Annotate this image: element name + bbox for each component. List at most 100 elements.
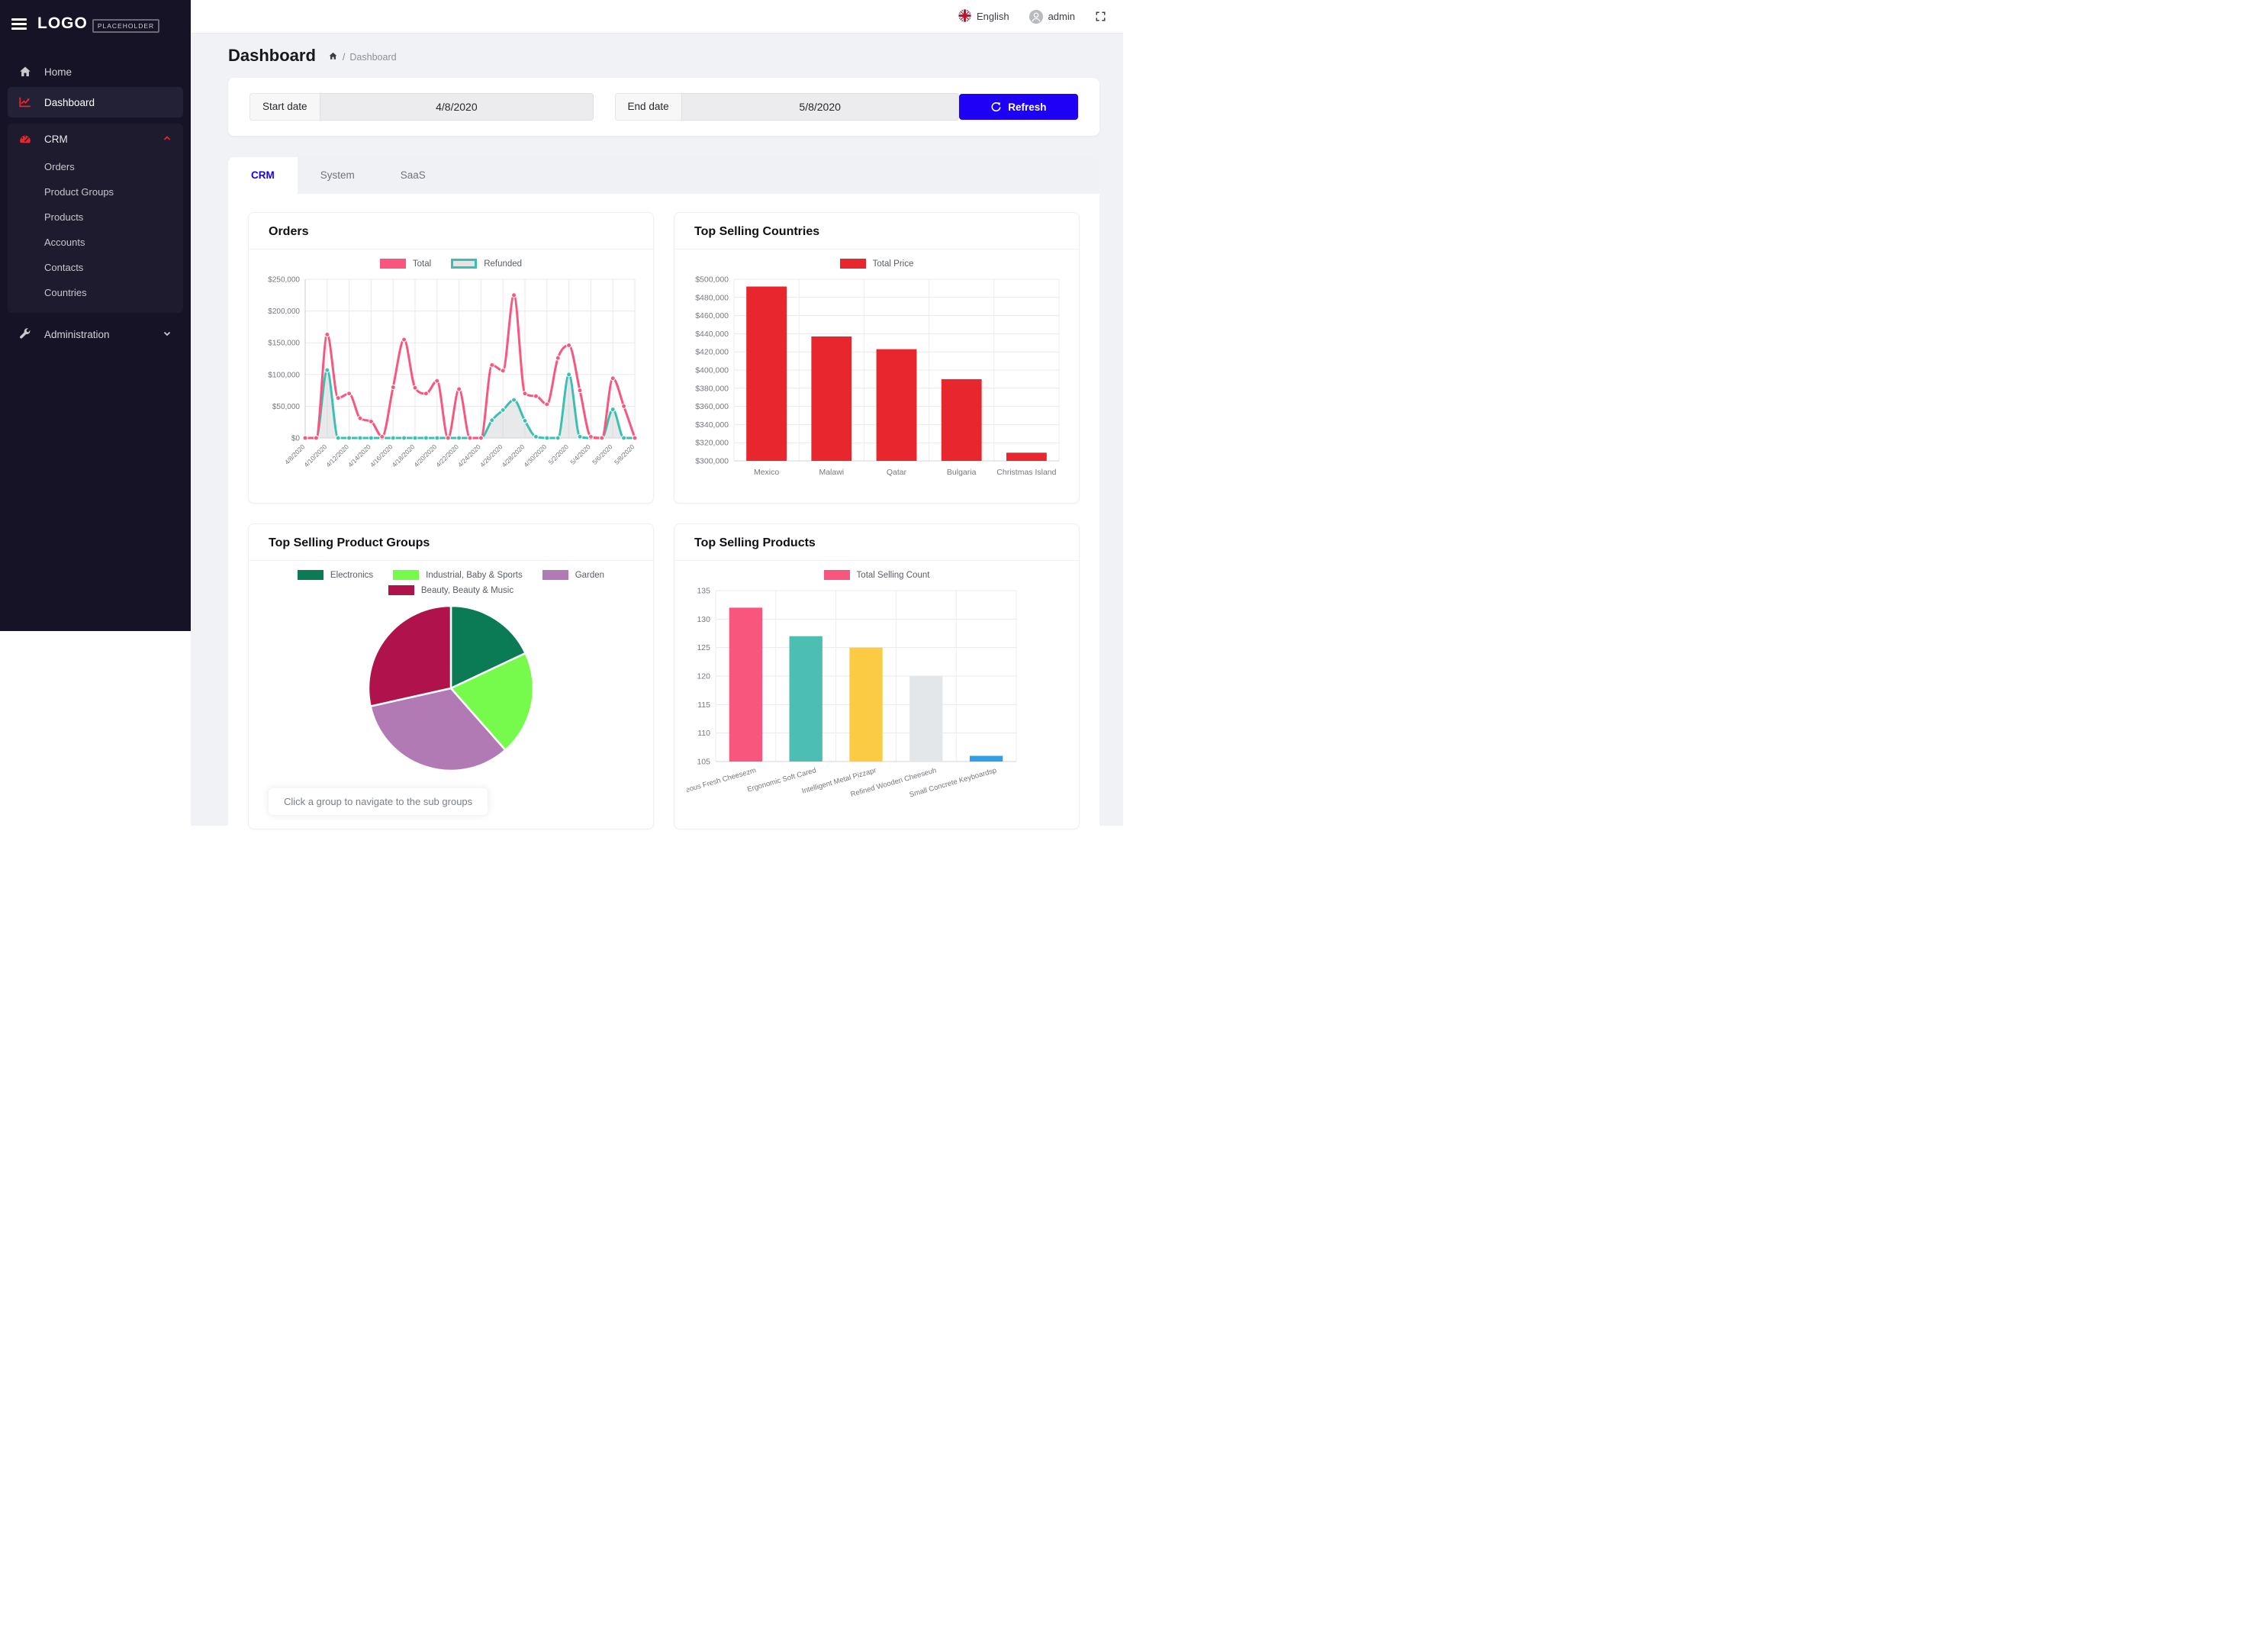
- y-tick-label: $420,000: [695, 348, 729, 357]
- legend-swatch: [823, 570, 850, 580]
- products-bar-chart[interactable]: 105 110 115 120 125 130 135 Gorgeous Fresh Chee…: [674, 584, 1067, 811]
- tab-crm[interactable]: CRM: [228, 157, 298, 194]
- sidebar-item-countries[interactable]: Countries: [44, 287, 87, 298]
- page: LOGO PLACEHOLDER Home Dashboard: [0, 0, 1123, 848]
- breadcrumb-home-icon[interactable]: [328, 51, 338, 63]
- data-point: [357, 435, 363, 441]
- logo-badge: PLACEHOLDER: [92, 19, 160, 33]
- data-point: [346, 435, 353, 441]
- data-point: [302, 435, 308, 441]
- legend-item-beauty-beauty-music[interactable]: Beauty, Beauty & Music: [388, 585, 513, 595]
- data-point: [379, 433, 385, 440]
- data-point: [357, 415, 363, 421]
- y-tick-label: $0: [291, 435, 301, 443]
- avatar: [1029, 9, 1043, 24]
- start-date-input[interactable]: [319, 93, 594, 121]
- legend-label: Garden: [575, 570, 605, 580]
- chevron-up-icon: [162, 133, 172, 146]
- data-point: [434, 378, 440, 384]
- breadcrumb-current: Dashboard: [349, 52, 397, 63]
- logo-text: LOGO: [37, 14, 88, 32]
- sidebar-item-product-groups[interactable]: Product Groups: [44, 186, 114, 198]
- language-selector[interactable]: English: [958, 8, 1009, 24]
- data-point: [555, 435, 561, 441]
- data-point: [621, 435, 627, 441]
- menu-toggle-icon[interactable]: [11, 18, 27, 30]
- sidebar-item-crm[interactable]: CRM: [8, 124, 183, 154]
- legend-item-total-price[interactable]: Total Price: [839, 259, 913, 269]
- data-point: [533, 433, 539, 440]
- pie-chart-svg: [367, 604, 535, 772]
- legend-item-electronics[interactable]: Electronics: [297, 570, 373, 580]
- x-tick-label: 4/28/2020: [501, 443, 526, 469]
- tab-saas[interactable]: SaaS: [400, 169, 426, 181]
- bar-christmas-island: [1006, 452, 1047, 461]
- legend-item-garden[interactable]: Garden: [542, 570, 604, 580]
- legend-swatch: [388, 585, 414, 595]
- data-point: [566, 372, 572, 378]
- sidebar: LOGO PLACEHOLDER Home Dashboard: [0, 0, 191, 631]
- sidebar-item-dashboard[interactable]: Dashboard: [8, 87, 183, 118]
- data-point: [577, 388, 583, 394]
- sidebar-item-orders[interactable]: Orders: [44, 161, 75, 172]
- legend-label: Total: [412, 259, 432, 269]
- x-tick-label: 4/16/2020: [369, 443, 394, 469]
- y-tick-label: 115: [697, 700, 710, 710]
- sidebar-item-products[interactable]: Products: [44, 211, 84, 223]
- wrench-icon: [18, 327, 32, 341]
- sidebar-nav: Home Dashboard: [0, 47, 191, 349]
- user-menu[interactable]: admin: [1029, 9, 1075, 24]
- data-point: [544, 401, 550, 407]
- countries-legend: Total Price: [697, 259, 1056, 269]
- sidebar-item-label: CRM: [44, 133, 68, 145]
- legend-item-industrial-baby-sports[interactable]: Industrial, Baby & Sports: [393, 570, 523, 580]
- legend-item-refunded[interactable]: Refunded: [451, 259, 522, 269]
- bar-intelligent-metal-pizzapr: [849, 647, 883, 762]
- legend-label: Industrial, Baby & Sports: [426, 570, 523, 580]
- end-date-input[interactable]: [681, 93, 959, 121]
- sidebar-item-contacts[interactable]: Contacts: [44, 262, 84, 273]
- data-point: [533, 393, 539, 399]
- data-point: [456, 435, 462, 441]
- data-point: [500, 407, 506, 413]
- y-tick-label: 135: [697, 587, 710, 596]
- bar-bulgaria: [941, 378, 982, 461]
- legend-swatch: [839, 259, 866, 269]
- y-tick-label: $250,000: [268, 276, 300, 285]
- card-title: Top Selling Products: [694, 536, 816, 549]
- series-total-line: [304, 294, 636, 440]
- orders-card: Orders Total Refunded $0 $50,000 $100,000 $1…: [248, 212, 654, 504]
- logo: LOGO PLACEHOLDER: [37, 14, 160, 33]
- data-point: [544, 435, 550, 441]
- tab-system[interactable]: System: [320, 169, 355, 181]
- refresh-button[interactable]: Refresh: [958, 94, 1079, 120]
- data-point: [632, 435, 638, 441]
- language-label: English: [976, 11, 1009, 22]
- sidebar-item-home[interactable]: Home: [8, 56, 183, 87]
- legend-item-total[interactable]: Total: [379, 259, 432, 269]
- sidebar-item-label: Dashboard: [44, 96, 95, 108]
- username: admin: [1048, 11, 1075, 22]
- data-point: [588, 433, 594, 440]
- start-date-label: Start date: [249, 93, 320, 121]
- pie-slice-industrial-baby-sports: [449, 652, 535, 752]
- data-point: [313, 435, 319, 441]
- sidebar-item-administration[interactable]: Administration: [8, 319, 183, 349]
- data-point: [335, 435, 341, 441]
- countries-bar-chart[interactable]: $300,000 $320,000 $340,000 $360,000 $380,000…: [687, 273, 1067, 492]
- product-groups-card: Top Selling Product Groups Electronics In…: [248, 523, 654, 829]
- orders-line-chart[interactable]: $0 $50,000 $100,000 $150,000 $200,000 $250,00…: [261, 273, 641, 491]
- x-tick-label: Christmas Island: [996, 468, 1056, 477]
- grid: [304, 279, 636, 439]
- fullscreen-icon[interactable]: [1095, 11, 1106, 22]
- sidebar-item-accounts[interactable]: Accounts: [44, 237, 85, 248]
- legend-swatch: [297, 570, 324, 580]
- sidebar-item-label: Home: [44, 66, 72, 78]
- bar-gorgeous-fresh-cheesezm: [729, 607, 763, 762]
- refresh-icon: [990, 101, 1002, 113]
- y-tick-label: $360,000: [695, 402, 729, 411]
- legend-label: Beauty, Beauty & Music: [420, 585, 514, 595]
- product-groups-pie-chart[interactable]: [261, 600, 641, 781]
- data-point: [401, 337, 407, 343]
- legend-item-total-selling-count[interactable]: Total Selling Count: [823, 570, 929, 580]
